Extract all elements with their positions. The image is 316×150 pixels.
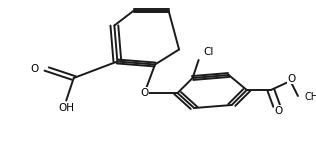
- Text: O: O: [140, 88, 149, 98]
- Text: O: O: [288, 74, 296, 84]
- Text: O: O: [31, 64, 39, 74]
- Text: Cl: Cl: [203, 48, 214, 57]
- Text: O: O: [274, 106, 283, 116]
- Text: CH₃: CH₃: [305, 93, 316, 102]
- Text: OH: OH: [58, 103, 74, 113]
